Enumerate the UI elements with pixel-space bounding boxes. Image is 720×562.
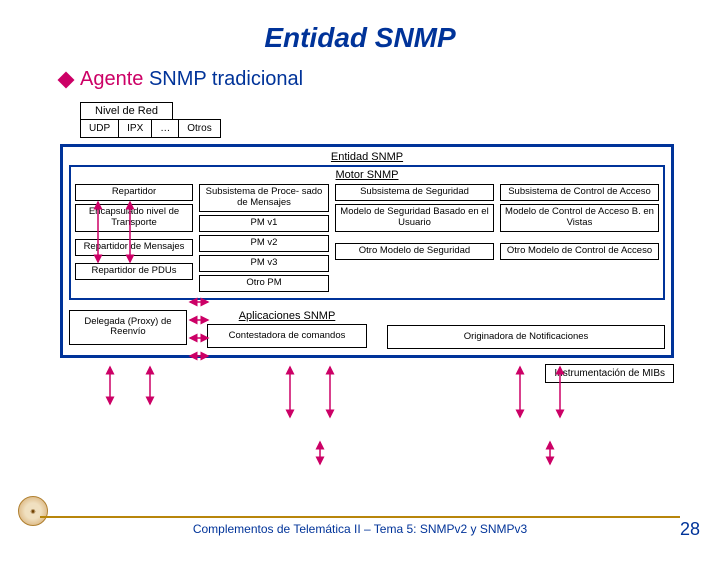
- subtitle: Agente SNMP tradicional: [80, 68, 303, 91]
- page-number: 28: [680, 519, 700, 540]
- mib-row: Instrumentación de MIBs: [0, 364, 674, 383]
- slide-title: Entidad SNMP: [0, 22, 720, 54]
- pm-box: PM v3: [199, 255, 329, 272]
- msg-proc-header: Subsistema de Proce- sado de Mensajes: [199, 184, 329, 212]
- app-proxy: Delegada (Proxy) de Reenvío: [69, 310, 187, 346]
- apps-header: Aplicaciones SNMP: [207, 310, 367, 322]
- motor-box: Motor SNMP Repartidor Encapsulado nivel …: [69, 165, 665, 300]
- apps-row: Delegada (Proxy) de Reenvío Aplicaciones…: [69, 310, 665, 350]
- subtitle-row: Agente SNMP tradicional: [60, 68, 720, 91]
- motor-grid: Repartidor Encapsulado nivel de Transpor…: [75, 184, 659, 292]
- box-repartidor: Repartidor: [75, 184, 193, 201]
- bullet-diamond-icon: [58, 71, 75, 88]
- apps-col: Aplicaciones SNMP Contestadora de comand…: [207, 310, 367, 349]
- entity-title: Entidad SNMP: [69, 151, 665, 163]
- footer-text: Complementos de Telemática II – Tema 5: …: [40, 516, 680, 536]
- apps-col: Originadora de Notificaciones: [387, 310, 665, 350]
- msg-processing-column: Subsistema de Proce- sado de Mensajes PM…: [199, 184, 329, 292]
- app-notifications: Originadora de Notificaciones: [387, 325, 665, 350]
- box-repartidor-mensajes: Repartidor de Mensajes: [75, 239, 193, 256]
- motor-title: Motor SNMP: [75, 169, 659, 181]
- access-model-box: Modelo de Control de Acceso B. en Vistas: [500, 204, 659, 232]
- security-column: Subsistema de Seguridad Modelo de Seguri…: [335, 184, 494, 292]
- security-model-box: Modelo de Seguridad Basado en el Usuario: [335, 204, 494, 232]
- pm-box: PM v2: [199, 235, 329, 252]
- apps-col: Delegada (Proxy) de Reenvío: [69, 310, 187, 346]
- pm-box: PM v1: [199, 215, 329, 232]
- pm-box: Otro PM: [199, 275, 329, 292]
- access-model-box: Otro Modelo de Control de Acceso: [500, 243, 659, 260]
- app-commands: Contestadora de comandos: [207, 324, 367, 349]
- dispatcher-column: Repartidor Encapsulado nivel de Transpor…: [75, 184, 193, 292]
- access-header: Subsistema de Control de Acceso: [500, 184, 659, 201]
- mib-box: Instrumentación de MIBs: [545, 364, 674, 383]
- net-cell: Otros: [178, 119, 220, 138]
- box-encapsulado: Encapsulado nivel de Transporte: [75, 204, 193, 232]
- net-row: UDP IPX … Otros: [80, 119, 720, 138]
- box-repartidor-pdus: Repartidor de PDUs: [75, 263, 193, 280]
- entity-box: Entidad SNMP Motor SNMP Repartidor Encap…: [60, 144, 674, 358]
- security-header: Subsistema de Seguridad: [335, 184, 494, 201]
- access-column: Subsistema de Control de Acceso Modelo d…: [500, 184, 659, 292]
- net-cell: UDP: [80, 119, 119, 138]
- subtitle-accent: Agente: [80, 68, 143, 90]
- subtitle-rest: SNMP tradicional: [143, 68, 303, 90]
- security-model-box: Otro Modelo de Seguridad: [335, 243, 494, 260]
- net-cell: IPX: [118, 119, 152, 138]
- network-level-block: Nivel de Red UDP IPX … Otros: [80, 101, 720, 138]
- net-level-label: Nivel de Red: [80, 102, 173, 120]
- net-cell: …: [151, 119, 179, 138]
